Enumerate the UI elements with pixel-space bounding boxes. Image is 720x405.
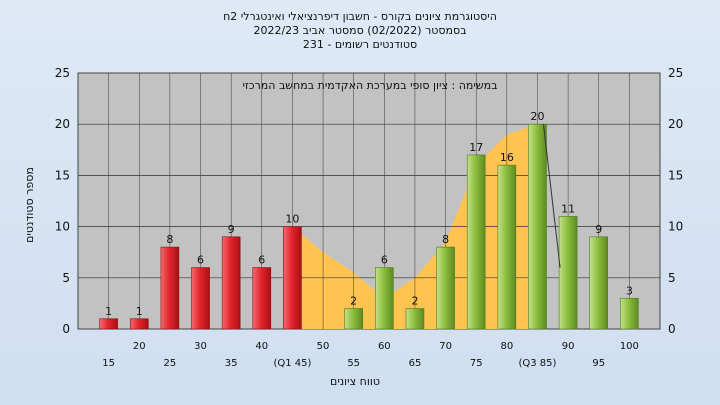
bar-25 — [160, 246, 180, 330]
x-tick-label: 40 — [255, 341, 268, 352]
x-tick-label: 30 — [194, 341, 207, 352]
bar-55 — [344, 308, 363, 330]
bar-value-label: 17 — [469, 141, 483, 154]
bar-90 — [558, 216, 578, 330]
y-axis-left: 0 5 10 15 20 25 — [55, 66, 70, 336]
bar-75 — [466, 154, 486, 330]
y-tick-left: 10 — [55, 220, 70, 234]
y-tick-right: 0 — [668, 322, 676, 336]
bar-value-label: 6 — [258, 254, 265, 267]
bar-60 — [375, 267, 394, 330]
y-tick-left: 20 — [55, 117, 70, 131]
x-tick-label: 80 — [500, 341, 513, 352]
x-tick-label: 50 — [317, 341, 330, 352]
chart-title: היסטוגרמת ציונים בקורס - חשבון דיפרנציאל… — [223, 10, 497, 51]
y-tick-right: 10 — [668, 220, 683, 234]
bar-20 — [129, 318, 149, 330]
y-tick-left: 0 — [62, 322, 70, 336]
bar-40 — [252, 267, 272, 330]
y-tick-left: 15 — [55, 168, 70, 182]
x-tick-label: (Q3 85) — [518, 358, 556, 369]
bar-value-label: 8 — [442, 233, 449, 246]
y-tick-right: 15 — [668, 168, 683, 182]
bar-value-label: 9 — [595, 223, 602, 236]
y-tick-right: 5 — [668, 271, 676, 285]
y-axis-right: 0 5 10 15 20 25 — [668, 66, 683, 336]
x-tick-label: 75 — [470, 358, 483, 369]
bar-value-label: 9 — [228, 223, 235, 236]
x-tick-label: 90 — [562, 341, 575, 352]
bar-35 — [221, 236, 241, 330]
title-line-3: סטודנטים רשומים - 231 — [303, 38, 417, 51]
bar-70 — [436, 246, 455, 330]
y-tick-right: 20 — [668, 117, 683, 131]
title-line-2: בסמסטר (02/2022) סמסטר אביב 2022/23 — [253, 24, 466, 37]
x-tick-label: 55 — [347, 358, 360, 369]
bar-value-label: 2 — [350, 295, 357, 308]
x-tick-label: (Q1 45) — [273, 358, 311, 369]
bar-value-label: 11 — [561, 202, 575, 215]
y-axis-title: מספר סטודנטים — [23, 167, 36, 243]
bar-value-label: 8 — [166, 233, 173, 246]
bars — [99, 123, 639, 330]
y-tick-left: 5 — [62, 271, 70, 285]
x-tick-label: 95 — [592, 358, 605, 369]
x-tick-label: 15 — [102, 358, 115, 369]
bar-value-label: 3 — [626, 284, 633, 297]
x-tick-label: 70 — [439, 341, 452, 352]
bar-80 — [497, 164, 517, 330]
bar-100 — [620, 297, 639, 330]
bar-45 — [283, 226, 302, 330]
bar-value-label: 2 — [411, 295, 418, 308]
x-tick-label: 65 — [409, 358, 422, 369]
bar-value-label: 1 — [136, 305, 143, 318]
y-tick-right: 25 — [668, 66, 683, 80]
title-line-1: היסטוגרמת ציונים בקורס - חשבון דיפרנציאל… — [223, 10, 497, 23]
bar-value-label: 6 — [197, 254, 204, 267]
bar-value-label: 1 — [105, 305, 112, 318]
trend-line — [542, 124, 561, 268]
bar-15 — [99, 318, 118, 330]
x-tick-label: 60 — [378, 341, 391, 352]
bar-85 — [528, 123, 547, 330]
bar-value-label: 16 — [500, 151, 514, 164]
x-tick-label: 25 — [164, 358, 177, 369]
bar-30 — [191, 267, 210, 330]
bar-95 — [589, 236, 609, 330]
bar-value-label: 10 — [285, 213, 299, 226]
x-axis: 15 20 25 30 35 40 (Q1 45) 50 55 60 65 70 75 80 (Q3 85)… — [102, 341, 639, 369]
chart-annotation: במשימה : ציון סופי במערכת האקדמית במחשב … — [243, 79, 498, 92]
y-tick-left: 25 — [55, 66, 70, 80]
bar-value-label: 6 — [381, 254, 388, 267]
x-axis-title: טווח ציונים — [330, 375, 380, 388]
x-tick-label: 20 — [133, 341, 146, 352]
bar-value-label: 20 — [530, 110, 544, 123]
bar-65 — [405, 308, 425, 330]
x-tick-label: 100 — [620, 341, 639, 352]
x-tick-label: 35 — [225, 358, 238, 369]
